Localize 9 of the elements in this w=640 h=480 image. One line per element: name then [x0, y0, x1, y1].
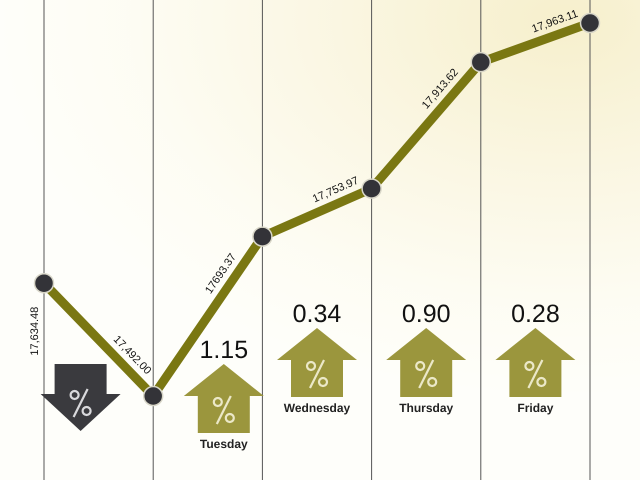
data-label: 17,634.48 — [28, 306, 41, 356]
text: Wednesday — [284, 401, 351, 415]
text: Tuesday — [200, 437, 248, 451]
text: Friday — [517, 401, 554, 415]
annotation: 1.15 — [199, 336, 248, 364]
text: Thursday — [399, 401, 454, 415]
annotation: 0.90 — [402, 300, 451, 328]
annotation: 0.34 — [292, 300, 342, 328]
annotation: 0.28 — [511, 300, 560, 328]
